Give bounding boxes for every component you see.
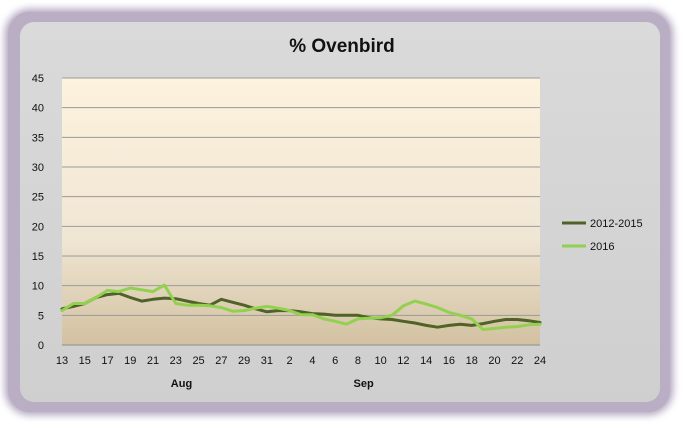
y-tick-label: 40 [32,103,44,115]
x-tick-label: 21 [147,355,159,367]
month-label: Aug [171,378,192,390]
gridlines [62,77,540,346]
x-tick-label: 20 [488,355,500,367]
x-tick-label: 12 [397,355,409,367]
y-tick-label: 15 [32,251,44,263]
x-tick-label: 15 [79,355,91,367]
y-tick-label: 45 [32,73,44,85]
y-tick-label: 0 [38,340,44,352]
x-tick-label: 31 [261,355,273,367]
x-tick-label: 29 [238,355,250,367]
month-labels: Aug Sep [171,378,374,390]
x-tick-label: 27 [215,355,227,367]
y-axis-ticks: 0 5 10 15 20 25 30 35 40 45 [32,73,44,352]
x-axis-ticks: 13 15 17 19 21 23 25 27 29 31 2 4 6 8 10 12 14 16 18 20 22 24 [56,355,546,367]
series-lines [60,283,542,332]
legend: 2012-2015 2016 [562,218,643,253]
series-line-1 [60,283,542,332]
x-tick-label: 13 [56,355,68,367]
plot-area [62,78,540,345]
x-tick-label: 4 [309,355,315,367]
x-tick-label: 6 [332,355,338,367]
legend-label: 2012-2015 [590,218,643,230]
x-tick-label: 22 [511,355,523,367]
x-tick-label: 10 [375,355,387,367]
series-line-0 [60,291,542,329]
x-tick-label: 17 [101,355,113,367]
x-tick-label: 8 [355,355,361,367]
y-tick-label: 30 [32,162,44,174]
y-tick-label: 5 [38,310,44,322]
x-tick-label: 25 [192,355,204,367]
month-label: Sep [354,378,374,390]
chart-title: % Ovenbird [289,36,395,57]
y-tick-label: 20 [32,221,44,233]
x-tick-label: 24 [534,355,546,367]
legend-label: 2016 [590,241,614,253]
y-tick-label: 25 [32,192,44,204]
x-tick-label: 16 [443,355,455,367]
x-tick-label: 19 [124,355,136,367]
y-tick-label: 35 [32,132,44,144]
x-tick-label: 14 [420,355,432,367]
y-tick-label: 10 [32,281,44,293]
x-tick-label: 23 [170,355,182,367]
x-tick-label: 2 [287,355,293,367]
x-tick-label: 18 [466,355,478,367]
